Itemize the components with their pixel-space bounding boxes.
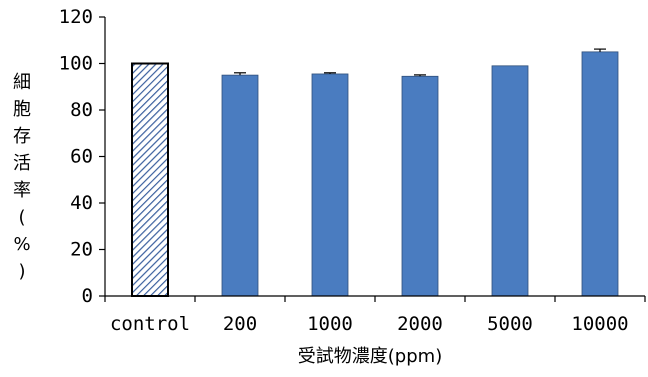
bar-10000 [581, 51, 619, 297]
y-axis-title-char: ( [18, 207, 25, 228]
bars [131, 48, 619, 297]
y-axis-title-char: ) [18, 261, 25, 282]
x-tick-label: 2000 [397, 313, 443, 335]
bar-1000 [311, 73, 349, 297]
x-axis-title: 受試物濃度(ppm) [298, 346, 442, 367]
y-tick-label: 100 [59, 53, 93, 75]
x-tick-label: 5000 [487, 313, 533, 335]
x-tick-label: 1000 [307, 313, 353, 335]
y-tick-label: 20 [70, 239, 93, 261]
y-tick-label: 60 [70, 146, 93, 168]
y-axis-title-char: 存 [13, 126, 31, 147]
y-tick-label: 120 [59, 6, 93, 28]
y-axis-title-char: 胞 [13, 99, 31, 120]
y-tick-label: 0 [82, 285, 93, 307]
y-axis-title-char: 率 [13, 180, 31, 201]
y-axis-title-char: % [13, 234, 30, 255]
bar-control [131, 62, 169, 297]
y-axis: 0 20 40 60 80 100 120 [59, 6, 106, 307]
x-tick-label: control [110, 313, 190, 335]
y-tick-label: 80 [70, 99, 93, 121]
x-tick-label: 10000 [571, 313, 628, 335]
bar-2000 [401, 75, 439, 297]
y-axis-title-char: 活 [13, 153, 31, 174]
x-tick-label: 200 [223, 313, 257, 335]
y-tick-label: 40 [70, 192, 93, 214]
y-axis-title-char: 細 [13, 72, 31, 93]
x-axis: control 200 1000 2000 5000 10000 [104, 295, 646, 335]
bar-200 [221, 74, 259, 297]
bar-5000 [491, 65, 529, 297]
